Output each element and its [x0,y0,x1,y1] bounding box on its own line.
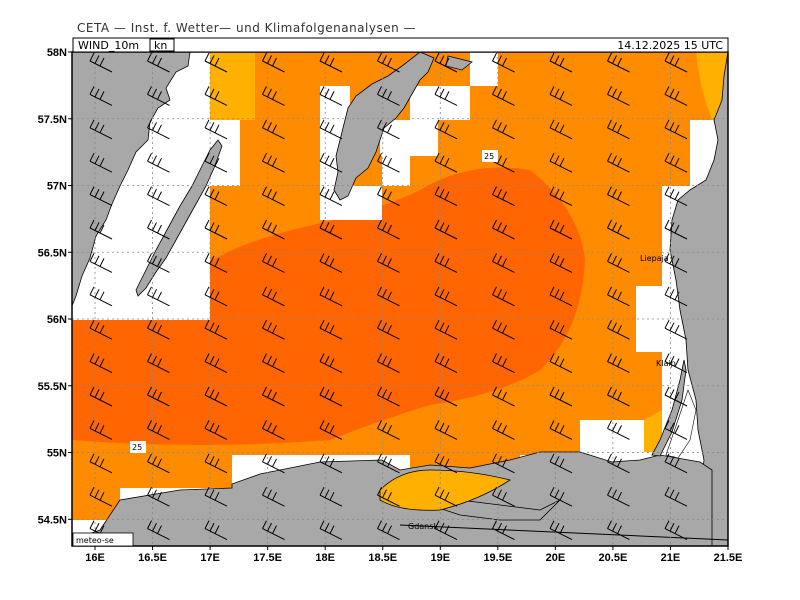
wind-band-25-plus [72,167,585,445]
x-tick-label: 19.5E [483,552,512,564]
x-tick-label: 21.5E [714,552,743,564]
city-klaipeda: Klaip [656,359,676,368]
x-tick-label: 20E [546,552,566,564]
contour-label-25-south: 25 [132,443,142,452]
organization-title: CETA — Inst. f. Wetter— und Klimafolgena… [77,21,417,35]
contour-label-25-north: 25 [484,152,494,161]
curonian-lagoon [665,389,697,459]
x-tick-label: 18.5E [368,552,397,564]
city-liepaja: Liepaja [640,254,669,263]
x-tick-label: 17E [200,552,220,564]
land-vistula-spit [419,487,561,521]
y-tick-label: 58N [47,47,67,59]
y-tick-label: 55N [47,448,67,460]
y-tick-label: 55.5N [38,381,67,393]
unit-box [149,38,175,52]
city-gdansk: Gdansk [408,522,438,531]
border-line [399,524,728,541]
city-labels: Liepaja Klaip Gdansk [408,254,676,531]
x-tick-label: 17.5E [253,552,282,564]
datetime-label: 14.12.2025 15 UTC [617,39,723,52]
land-sweden [72,52,191,307]
x-tick-label: 21E [661,552,681,564]
land-oland [135,139,223,297]
y-tick-label: 54.5N [38,514,67,526]
x-tick-label: 16.5E [138,552,167,564]
gdansk-bay [379,469,511,511]
x-tick-label: 18E [315,552,335,564]
contour-labels: 25 25 [130,150,498,453]
land-gotland [333,52,435,201]
y-axis-ticks: 58N 57.5N 57N 56.5N 56N 55.5N 55N 54.5N [38,47,72,526]
info-bar [72,37,729,53]
x-tick-label: 19E [430,552,450,564]
land-curonian-spit [651,359,687,457]
source-box [72,532,134,547]
wind-band-15-20-ne [696,52,728,120]
unit-label: kn [154,39,167,52]
y-tick-label: 56.5N [38,247,67,259]
wind-band-15-20-east [644,410,662,452]
x-tick-label: 20.5E [599,552,628,564]
y-tick-label: 57N [47,181,67,193]
source-label: meteo-se [76,536,114,545]
y-tick-label: 56N [47,314,67,326]
x-axis-ticks: 16E 16.5E 17E 17.5E 18E 18.5E 19E 19.5E 20E 20.5E… [85,546,742,564]
y-tick-label: 57.5N [38,114,67,126]
x-tick-label: 16E [85,552,105,564]
parameter-label: WIND_10m [78,39,139,52]
